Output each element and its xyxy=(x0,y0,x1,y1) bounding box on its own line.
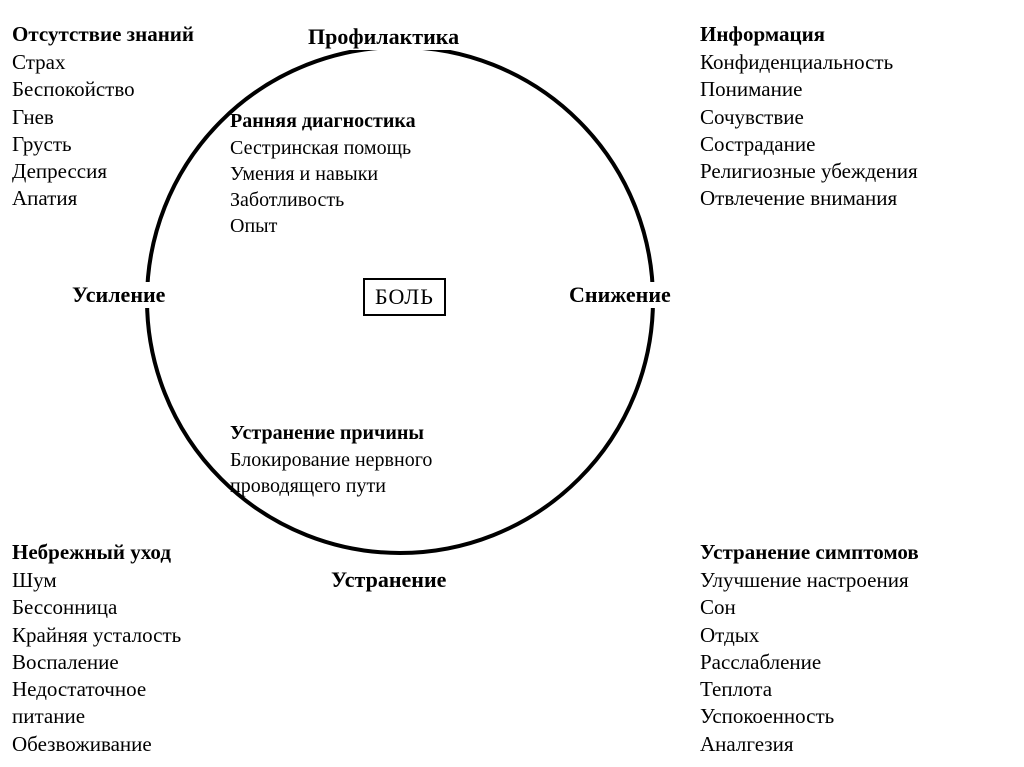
outer-top-right-item: Отвлечение внимания xyxy=(700,185,918,212)
outer-top-right-item: Сочувствие xyxy=(700,104,918,131)
outer-bottom-right-item: Отдых xyxy=(700,622,919,649)
outer-top-right-item: Понимание xyxy=(700,76,918,103)
axis-label-top: Профилактика xyxy=(302,24,465,50)
outer-block-bottom-right: Устранение симптомовУлучшение настроения… xyxy=(700,540,919,758)
outer-top-left-item: Депрессия xyxy=(12,158,194,185)
outer-top-right-item: Конфиденциальность xyxy=(700,49,918,76)
axis-label-left: Усиление xyxy=(66,282,171,308)
center-label-text: БОЛЬ xyxy=(375,284,434,309)
axis-label-bottom: Устранение xyxy=(325,567,452,593)
outer-bottom-left-item: Крайняя усталость xyxy=(12,622,181,649)
outer-bottom-right-item: Расслабление xyxy=(700,649,919,676)
outer-top-left-title: Отсутствие знаний xyxy=(12,22,194,47)
outer-bottom-right-item: Сон xyxy=(700,594,919,621)
inner-block-top: Ранняя диагностикаСестринская помощьУмен… xyxy=(230,110,416,239)
outer-bottom-right-title: Устранение симптомов xyxy=(700,540,919,565)
axis-label-right: Снижение xyxy=(563,282,677,308)
outer-block-bottom-left: Небрежный уходШумБессонницаКрайняя устал… xyxy=(12,540,181,758)
outer-top-left-item: Грусть xyxy=(12,131,194,158)
inner-bottom-title: Устранение причины xyxy=(230,422,432,445)
inner-top-item: Сестринская помощь xyxy=(230,135,416,161)
diagram-canvas: БОЛЬ Профилактика Устранение Усиление Сн… xyxy=(0,0,1024,767)
outer-bottom-left-item: Бессонница xyxy=(12,594,181,621)
outer-top-right-title: Информация xyxy=(700,22,918,47)
outer-block-top-left: Отсутствие знанийСтрахБеспокойствоГневГр… xyxy=(12,22,194,213)
inner-top-title: Ранняя диагностика xyxy=(230,110,416,133)
inner-bottom-item: проводящего пути xyxy=(230,473,432,499)
outer-bottom-left-item: Воспаление xyxy=(12,649,181,676)
inner-top-item: Заботливость xyxy=(230,187,416,213)
outer-bottom-right-item: Улучшение настроения xyxy=(700,567,919,594)
outer-bottom-left-item: Недостаточное xyxy=(12,676,181,703)
outer-bottom-left-item: Шум xyxy=(12,567,181,594)
outer-top-right-item: Сострадание xyxy=(700,131,918,158)
inner-top-item: Умения и навыки xyxy=(230,161,416,187)
outer-bottom-left-item: питание xyxy=(12,703,181,730)
outer-top-left-item: Апатия xyxy=(12,185,194,212)
outer-top-left-item: Беспокойство xyxy=(12,76,194,103)
outer-bottom-right-item: Аналгезия xyxy=(700,731,919,758)
outer-bottom-left-title: Небрежный уход xyxy=(12,540,181,565)
inner-bottom-item: Блокирование нервного xyxy=(230,447,432,473)
inner-block-bottom: Устранение причиныБлокирование нервногоп… xyxy=(230,422,432,499)
inner-top-item: Опыт xyxy=(230,213,416,239)
outer-top-left-item: Страх xyxy=(12,49,194,76)
outer-bottom-left-item: Обезвоживание xyxy=(12,731,181,758)
outer-top-right-item: Религиозные убеждения xyxy=(700,158,918,185)
center-label-box: БОЛЬ xyxy=(363,278,446,316)
outer-bottom-right-item: Успокоенность xyxy=(700,703,919,730)
outer-top-left-item: Гнев xyxy=(12,104,194,131)
outer-bottom-right-item: Теплота xyxy=(700,676,919,703)
outer-block-top-right: ИнформацияКонфиденциальностьПониманиеСоч… xyxy=(700,22,918,213)
